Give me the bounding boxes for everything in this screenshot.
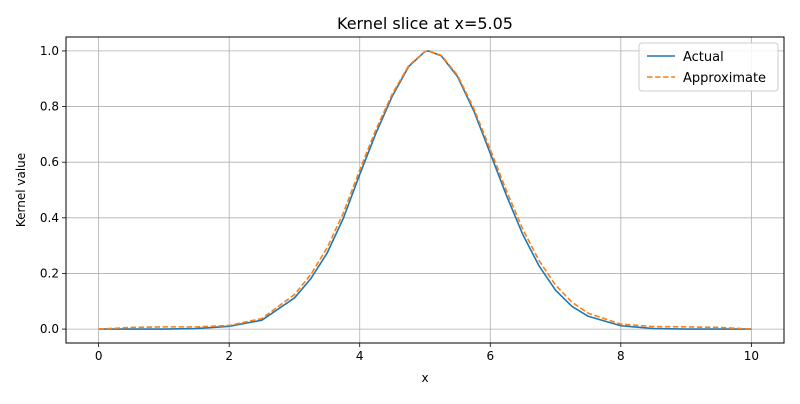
y-tick-label: 0.2 <box>40 266 59 280</box>
y-axis: 0.0 0.2 0.4 0.6 0.8 1.0 <box>40 44 66 336</box>
x-tick-label: 6 <box>486 349 494 363</box>
plot-frame <box>65 36 785 344</box>
x-tick-label: 4 <box>356 349 364 363</box>
legend-box <box>638 42 779 92</box>
y-tick-label: 0.0 <box>40 322 59 336</box>
x-tick-label: 2 <box>225 349 233 363</box>
legend-label-actual: Actual <box>683 50 724 65</box>
y-tick-label: 1.0 <box>40 44 59 58</box>
chart-title: Kernel slice at x=5.05 <box>337 14 513 33</box>
series-line-approximate <box>98 50 752 330</box>
x-tick-label: 8 <box>617 349 625 363</box>
legend: Actual Approximate <box>638 42 779 92</box>
x-tick-label: 0 <box>95 349 103 363</box>
series-line-actual <box>98 50 752 330</box>
y-tick-label: 0.4 <box>40 211 59 225</box>
y-axis-label: Kernel value <box>14 153 28 227</box>
x-tick-label: 10 <box>744 349 759 363</box>
y-tick-label: 0.6 <box>40 155 59 169</box>
series-layer <box>98 50 752 330</box>
y-tick-label: 0.8 <box>40 100 59 114</box>
legend-label-approximate: Approximate <box>683 71 766 86</box>
x-axis-label: x <box>421 371 428 385</box>
x-axis: 0 2 4 6 8 10 <box>95 343 759 363</box>
